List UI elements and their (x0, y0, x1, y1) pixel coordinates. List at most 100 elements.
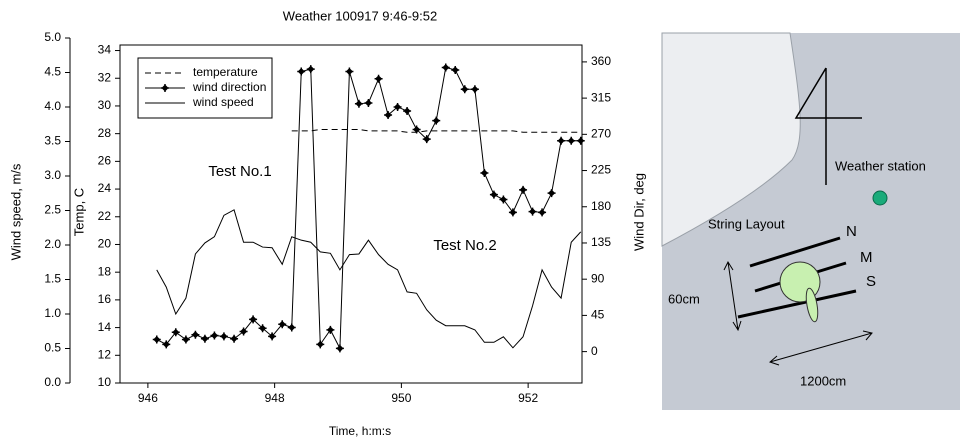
marker (403, 106, 412, 115)
x-tick-label: 946 (138, 391, 158, 405)
marker (528, 207, 537, 216)
marker (412, 125, 421, 134)
marker (219, 332, 228, 341)
legend-marker (161, 84, 169, 92)
tick-label: 3.0 (44, 168, 61, 182)
tick-label: 45 (591, 308, 605, 322)
tick-label: 270 (591, 127, 611, 141)
marker (547, 189, 556, 198)
tick-label: 10 (98, 375, 112, 389)
marker (480, 168, 489, 177)
marker (538, 208, 547, 217)
diagram-label: Weather station (835, 158, 926, 173)
y2-axis-label: Wind Dir, deg (631, 173, 646, 251)
marker (326, 325, 335, 334)
tick-label: 5.0 (44, 30, 61, 44)
weather-station (872, 190, 888, 206)
tick-label: 315 (591, 90, 611, 104)
blade (805, 287, 819, 323)
x-tick-label: 952 (518, 391, 538, 405)
diagram-label: M (860, 249, 873, 266)
marker (297, 67, 306, 76)
tick-label: 3.5 (44, 134, 61, 148)
tick-label: 135 (591, 235, 611, 249)
marker (249, 315, 258, 324)
tick-label: 28 (98, 126, 112, 140)
marker (278, 320, 287, 329)
tick-label: 180 (591, 199, 611, 213)
marker (181, 335, 190, 344)
tick-label: 16 (98, 292, 112, 306)
tick-label: 1.0 (44, 306, 61, 320)
chart-title: Weather 100917 9:46-9:52 (283, 8, 437, 23)
dimension-arrow (769, 330, 873, 366)
x-tick-label: 950 (391, 391, 411, 405)
annotation: Test No.1 (208, 163, 271, 180)
plot-frame (119, 44, 583, 384)
marker (432, 116, 441, 125)
marker (508, 208, 517, 217)
y-axis-label: Temp, C (71, 188, 86, 236)
tick-label: 4.0 (44, 99, 61, 113)
legend-label: temperature (193, 65, 258, 79)
marker (152, 335, 161, 344)
marker (470, 85, 479, 94)
marker (422, 135, 431, 144)
x-axis-label: Time, h:m:s (329, 424, 391, 438)
marker (499, 195, 508, 204)
marker (374, 74, 383, 83)
tick-label: 26 (98, 154, 112, 168)
legend-label: wind speed (192, 95, 254, 109)
tick-label: 2.5 (44, 203, 61, 217)
marker (335, 344, 344, 353)
tick-label: 24 (98, 181, 112, 195)
tick-label: 34 (98, 43, 112, 57)
diagram-label: 60cm (668, 291, 700, 306)
tick-label: 90 (591, 271, 605, 285)
marker (460, 85, 469, 94)
marker (354, 99, 363, 108)
tick-label: 22 (98, 209, 112, 223)
tick-label: 0 (591, 344, 598, 358)
diagram-label: String Layout (708, 216, 785, 231)
tick-label: 2.0 (44, 237, 61, 251)
marker (451, 65, 460, 74)
legend-label: wind direction (192, 80, 266, 94)
annotation: Test No.2 (433, 237, 496, 254)
tick-label: 0.0 (44, 375, 61, 389)
marker (441, 63, 450, 72)
x-tick-label: 948 (265, 391, 285, 405)
tick-label: 14 (98, 320, 112, 334)
diagram-label: N (846, 223, 857, 240)
dimension-arrow (723, 260, 742, 332)
marker (287, 323, 296, 332)
tick-label: 32 (98, 70, 112, 84)
marker (557, 136, 566, 145)
tick-label: 12 (98, 347, 112, 361)
tick-label: 360 (591, 54, 611, 68)
y3-axis-label: Wind speed, m/s (8, 163, 23, 260)
marker (306, 65, 315, 74)
tick-label: 1.5 (44, 272, 61, 286)
marker (162, 340, 171, 349)
series-line (156, 209, 582, 349)
diagram: Weather station String Layout N M S 60cm… (661, 32, 960, 410)
series-line (291, 129, 581, 133)
marker (489, 190, 498, 199)
tick-label: 20 (98, 237, 112, 251)
ground-area (661, 32, 801, 247)
legend-box (137, 57, 273, 119)
marker (239, 327, 248, 336)
marker (345, 67, 354, 76)
marker (393, 102, 402, 111)
marker (268, 332, 277, 341)
tick-label: 18 (98, 264, 112, 278)
marker (258, 324, 267, 333)
marker (384, 111, 393, 120)
tick-label: 30 (98, 98, 112, 112)
marker (200, 334, 209, 343)
tick-label: 0.5 (44, 341, 61, 355)
diagram-label: S (866, 273, 876, 290)
marker (171, 328, 180, 337)
